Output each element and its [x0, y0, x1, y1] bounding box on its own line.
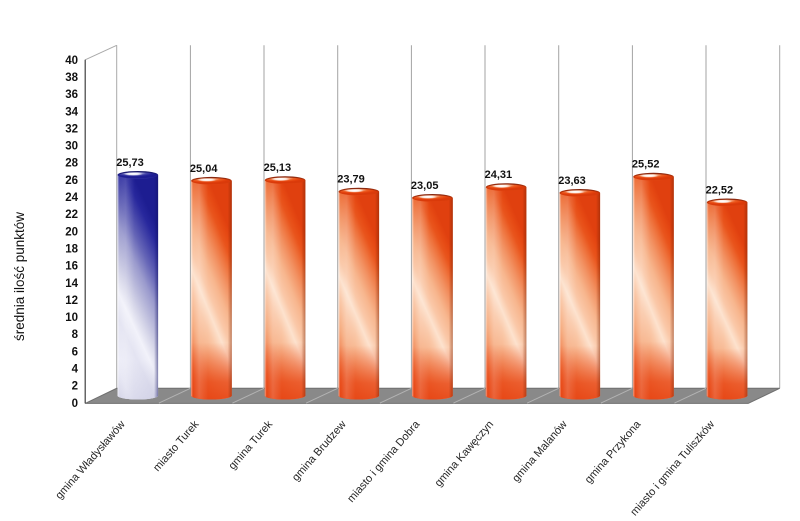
svg-text:24,31: 24,31: [485, 169, 513, 181]
svg-text:28: 28: [65, 158, 78, 170]
svg-text:25,04: 25,04: [190, 163, 218, 175]
svg-text:2: 2: [72, 381, 78, 393]
svg-text:32: 32: [65, 123, 78, 135]
svg-text:8: 8: [72, 329, 79, 341]
svg-text:20: 20: [65, 226, 78, 238]
svg-text:23,05: 23,05: [411, 180, 439, 192]
svg-text:4: 4: [72, 364, 79, 376]
svg-text:38: 38: [65, 72, 78, 84]
svg-text:25,13: 25,13: [264, 162, 292, 174]
svg-text:średnia ilość punktów: średnia ilość punktów: [12, 212, 27, 341]
svg-text:26: 26: [65, 175, 78, 187]
svg-text:22: 22: [65, 209, 78, 221]
svg-text:34: 34: [65, 106, 78, 118]
svg-text:23,79: 23,79: [337, 174, 365, 186]
svg-text:18: 18: [65, 244, 78, 256]
svg-text:12: 12: [65, 295, 78, 307]
svg-text:36: 36: [65, 89, 78, 101]
svg-text:25,52: 25,52: [632, 159, 660, 171]
svg-text:30: 30: [65, 141, 78, 153]
svg-text:40: 40: [65, 55, 78, 67]
svg-text:16: 16: [65, 261, 78, 273]
svg-text:23,63: 23,63: [558, 175, 586, 187]
svg-text:14: 14: [65, 278, 78, 290]
svg-text:10: 10: [65, 312, 78, 324]
svg-text:22,52: 22,52: [706, 184, 734, 196]
svg-text:24: 24: [65, 192, 78, 204]
svg-text:25,73: 25,73: [116, 157, 144, 169]
svg-text:6: 6: [72, 346, 78, 358]
svg-text:0: 0: [72, 398, 78, 410]
